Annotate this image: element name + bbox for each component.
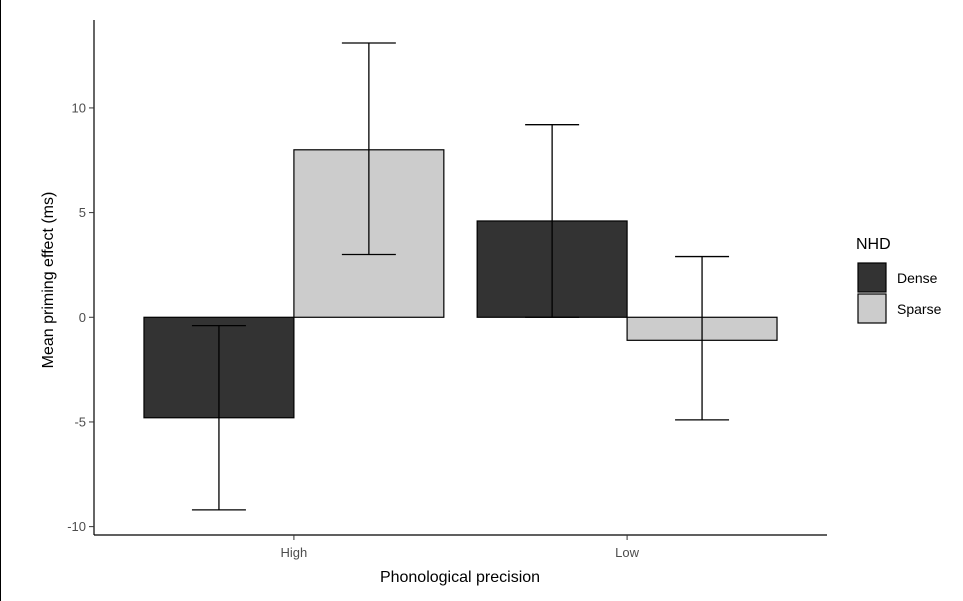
x-tick-label: High	[281, 545, 308, 560]
legend-label-sparse: Sparse	[897, 301, 942, 317]
y-tick-label: -5	[74, 414, 86, 429]
ticks-layer: -10 -5 0 5 10 High Low	[67, 100, 639, 560]
y-axis-title: Mean priming effect (ms)	[40, 192, 57, 369]
axes-layer	[93, 20, 827, 536]
y-tick-label: 10	[72, 100, 86, 115]
y-tick-label: 0	[79, 310, 86, 325]
bars-layer	[143, 149, 778, 419]
legend: NHD Dense Sparse	[856, 236, 942, 324]
legend-swatch-sparse	[857, 293, 887, 324]
x-tick-label: Low	[615, 545, 639, 560]
y-tick-label: 5	[79, 205, 86, 220]
legend-title: NHD	[856, 236, 891, 253]
legend-items: Dense Sparse	[857, 262, 942, 324]
x-axis-title: Phonological precision	[380, 569, 540, 586]
legend-swatch-dense	[857, 262, 887, 293]
legend-label-dense: Dense	[897, 270, 938, 286]
y-tick-label: -10	[67, 519, 86, 534]
errorbars-layer	[191, 42, 730, 511]
